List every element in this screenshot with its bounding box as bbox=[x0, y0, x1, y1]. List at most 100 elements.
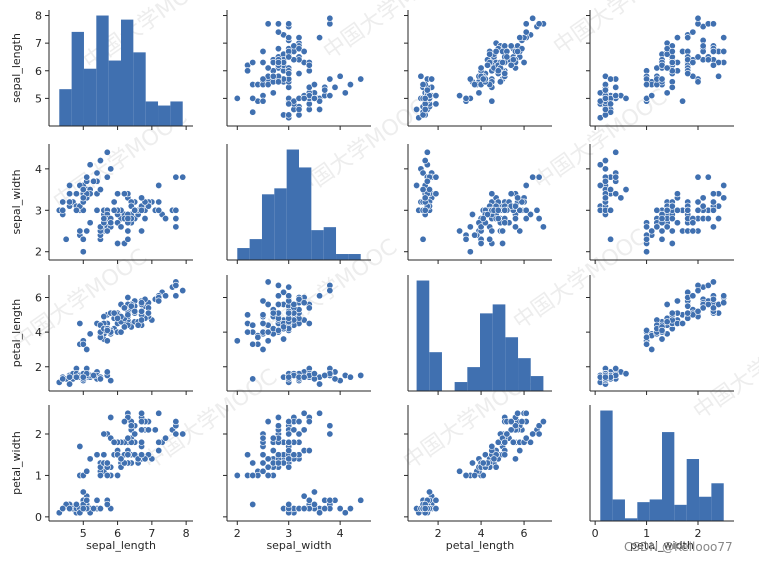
scatter-point bbox=[249, 58, 257, 66]
scatter-point bbox=[479, 75, 487, 83]
scatter-point bbox=[295, 34, 303, 42]
scatter-point bbox=[155, 181, 163, 189]
scatter-point bbox=[83, 227, 91, 235]
scatter-point bbox=[141, 215, 149, 223]
scatter-point bbox=[658, 227, 666, 235]
scatter-point bbox=[249, 321, 257, 329]
scatter-point bbox=[704, 173, 712, 181]
scatter-point bbox=[425, 186, 433, 194]
scatter-point bbox=[172, 430, 180, 438]
scatter-point bbox=[274, 413, 282, 421]
scatter-point bbox=[138, 426, 146, 434]
scatter-point bbox=[501, 206, 509, 214]
hist-bar bbox=[624, 518, 638, 521]
scatter-point bbox=[259, 319, 267, 327]
scatter-point bbox=[658, 335, 666, 343]
scatter-point bbox=[668, 239, 676, 247]
scatter-point bbox=[421, 206, 429, 214]
scatter-point bbox=[138, 316, 146, 324]
scatter-point bbox=[300, 373, 308, 381]
scatter-point bbox=[689, 219, 697, 227]
scatter-point bbox=[274, 451, 282, 459]
hist-bar bbox=[145, 101, 159, 126]
scatter-point bbox=[479, 459, 487, 467]
panel-petal_length-vs-sepal_length: 2 4 6 bbox=[35, 275, 193, 395]
scatter-point bbox=[668, 309, 676, 317]
scatter-point bbox=[331, 375, 339, 383]
scatter-point bbox=[612, 364, 620, 372]
scatter-point bbox=[612, 83, 620, 91]
scatter-point bbox=[507, 61, 515, 69]
scatter-point bbox=[331, 83, 339, 91]
scatter-point bbox=[285, 438, 293, 446]
scatter-point bbox=[110, 206, 118, 214]
scatter-point bbox=[511, 215, 519, 223]
scatter-point bbox=[72, 500, 80, 508]
scatter-point bbox=[110, 309, 118, 317]
scatter-point bbox=[492, 47, 500, 55]
panel-petal_width-vs-petal_width: 0 1 2 bbox=[589, 405, 734, 540]
scatter-point bbox=[274, 20, 282, 28]
y-axis-title-sepal_width: sepal_width bbox=[10, 169, 23, 234]
scatter-point bbox=[468, 210, 476, 218]
scatter-point bbox=[264, 278, 272, 286]
scatter-point bbox=[419, 81, 427, 89]
scatter-point bbox=[471, 471, 479, 479]
hist-bar bbox=[299, 167, 312, 260]
scatter-point bbox=[428, 75, 436, 83]
y-axis-title-sepal_length: sepal_length bbox=[10, 33, 23, 103]
scatter-point bbox=[715, 72, 723, 80]
y-tick-label: 1 bbox=[35, 469, 42, 482]
x-tick-label: 2 bbox=[435, 527, 442, 540]
scatter-point bbox=[601, 86, 609, 94]
y-tick-label: 8 bbox=[35, 10, 42, 23]
hist-bar bbox=[649, 499, 662, 521]
scatter-point bbox=[107, 165, 115, 173]
panel-sepal_length-vs-petal_width bbox=[586, 10, 734, 130]
scatter-point bbox=[103, 173, 111, 181]
scatter-point bbox=[59, 198, 67, 206]
scatter-point bbox=[477, 239, 485, 247]
scatter-point bbox=[653, 206, 661, 214]
hist-bar bbox=[686, 459, 700, 521]
scatter-point bbox=[264, 463, 272, 471]
hist-bar bbox=[600, 410, 613, 521]
scatter-point bbox=[477, 64, 485, 72]
scatter-point bbox=[274, 45, 282, 53]
scatter-point bbox=[249, 471, 257, 479]
scatter-point bbox=[172, 173, 180, 181]
scatter-point bbox=[663, 64, 671, 72]
scatter-point bbox=[131, 307, 139, 315]
scatter-point bbox=[120, 418, 128, 426]
scatter-point bbox=[511, 455, 519, 463]
scatter-point bbox=[138, 409, 146, 417]
scatter-point bbox=[326, 75, 334, 83]
scatter-point bbox=[103, 326, 111, 334]
scatter-point bbox=[694, 14, 702, 22]
scatter-point bbox=[673, 206, 681, 214]
scatter-point bbox=[668, 58, 676, 66]
scatter-point bbox=[601, 157, 609, 165]
scatter-point bbox=[138, 307, 146, 315]
scatter-point bbox=[694, 198, 702, 206]
hist-bar bbox=[416, 280, 430, 391]
scatter-point bbox=[709, 304, 717, 312]
scatter-point bbox=[305, 319, 313, 327]
scatter-point bbox=[110, 198, 118, 206]
scatter-point bbox=[432, 190, 440, 198]
scatter-point bbox=[488, 442, 496, 450]
scatter-point bbox=[516, 447, 524, 455]
scatter-point bbox=[249, 94, 257, 102]
scatter-point bbox=[522, 409, 530, 417]
watermark-text: 中国大学MOOC bbox=[319, 0, 462, 65]
scatter-point bbox=[86, 330, 94, 338]
scatter-point bbox=[694, 173, 702, 181]
scatter-point bbox=[612, 148, 620, 156]
scatter-point bbox=[321, 371, 329, 379]
scatter-point bbox=[535, 215, 543, 223]
scatter-point bbox=[274, 78, 282, 86]
scatter-point bbox=[507, 190, 515, 198]
hist-bar bbox=[121, 19, 134, 126]
scatter-point bbox=[715, 215, 723, 223]
scatter-point bbox=[269, 72, 277, 80]
